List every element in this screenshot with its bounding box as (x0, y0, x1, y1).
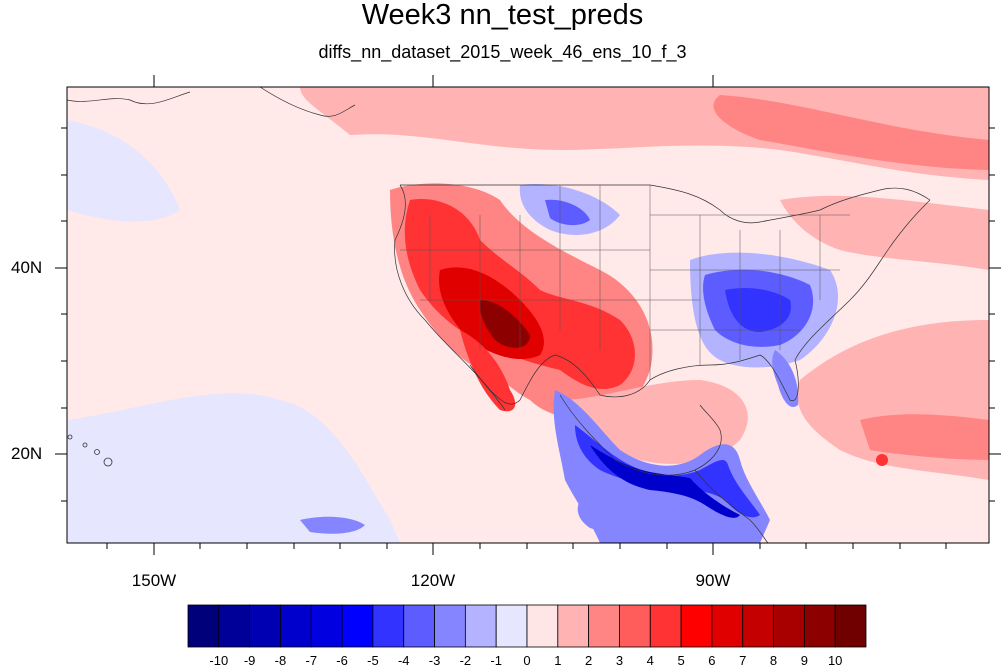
colorbar-swatch (434, 604, 466, 648)
colorbar-swatch (218, 604, 251, 648)
colorbar-label: 7 (739, 653, 747, 668)
alaska-coast (67, 87, 356, 117)
atlantic-positive-anomaly-strong (860, 414, 989, 460)
colorbar-label: -9 (243, 653, 256, 668)
northern-positive-anomaly-mid (713, 95, 989, 170)
colorbar-swatch (372, 604, 405, 648)
colorbar-swatch (187, 604, 220, 648)
colorbar-label: -5 (367, 653, 379, 668)
colorbar-label: 2 (585, 653, 593, 668)
colorbar-swatch (742, 604, 774, 648)
lon-label-120w: 120W (410, 571, 456, 590)
lat-label-20n: 20N (11, 444, 43, 463)
northern-plains-strong-negative (545, 199, 590, 226)
colorbar-label: 9 (800, 653, 808, 668)
lat-label-40n: 40N (11, 258, 43, 277)
colorbar-swatch (557, 604, 590, 648)
colorbar-swatch (588, 604, 620, 648)
lon-label-150w: 150W (131, 571, 177, 590)
map-field (67, 87, 989, 543)
colorbar-swatch (773, 604, 805, 648)
colorbar-label: 0 (523, 653, 531, 668)
colorbar-swatch (495, 604, 528, 648)
pacific-negative-anomaly-west (67, 120, 180, 222)
colorbar-label: -6 (336, 653, 348, 668)
east-pacific-negative-anomaly (577, 498, 640, 532)
colorbar-swatch (249, 604, 281, 648)
colorbar-swatch (464, 604, 497, 648)
colorbar-swatch (680, 604, 713, 648)
southwest-darkest-anomaly (479, 300, 530, 348)
colorbar-label: 5 (677, 653, 685, 668)
pacific-negative-anomaly (67, 393, 400, 543)
eastern-us-strong-negative (725, 288, 791, 332)
axis-ticks (55, 75, 1001, 555)
central-america-strong-negative (575, 425, 760, 518)
colorbar-label: 1 (554, 653, 562, 668)
state-borders (400, 185, 850, 380)
hawaii-negative-anomaly (300, 516, 365, 534)
map-title: Week3 nn_test_preds (361, 0, 644, 31)
central-america-deep-negative (590, 445, 740, 518)
colorbar-swatch (310, 604, 343, 648)
colorbar-swatch (280, 604, 312, 648)
colorbar-label: -8 (274, 653, 287, 668)
colorbar-label: 4 (646, 653, 654, 668)
colorbar-swatch (803, 604, 836, 648)
coastlines (394, 184, 931, 543)
colorbar-label: -3 (428, 653, 441, 668)
hawaii-islands (67, 434, 113, 467)
map-frame (66, 86, 990, 544)
colorbar-swatch (649, 604, 682, 648)
colorbar-label: 6 (708, 653, 716, 668)
colorbar-swatch (526, 604, 559, 648)
florida-negative-anomaly (772, 350, 799, 408)
colorbar-swatch (341, 604, 374, 648)
colorbar-swatch (619, 604, 651, 648)
colorbar-label: 10 (827, 653, 843, 668)
colorbar-label: 3 (615, 653, 624, 668)
colorbar-label: -7 (305, 653, 318, 668)
colorbar-label: 8 (769, 653, 778, 668)
colorbar-swatch (834, 604, 867, 648)
northeast-positive-anomaly (780, 195, 989, 270)
lon-label-90w: 90W (695, 571, 731, 590)
atlantic-hotspot (876, 454, 888, 466)
colorbar-label: -2 (459, 653, 472, 668)
colorbar-label: -1 (490, 653, 502, 668)
colorbar-label: -10 (209, 653, 229, 668)
colorbar-label: -4 (397, 653, 410, 668)
baja-positive-anomaly (460, 330, 516, 412)
map-subtitle: diffs_nn_dataset_2015_week_46_ens_10_f_3 (318, 42, 687, 62)
colorbar-swatch (711, 604, 744, 648)
colorbar-swatch (403, 604, 435, 648)
